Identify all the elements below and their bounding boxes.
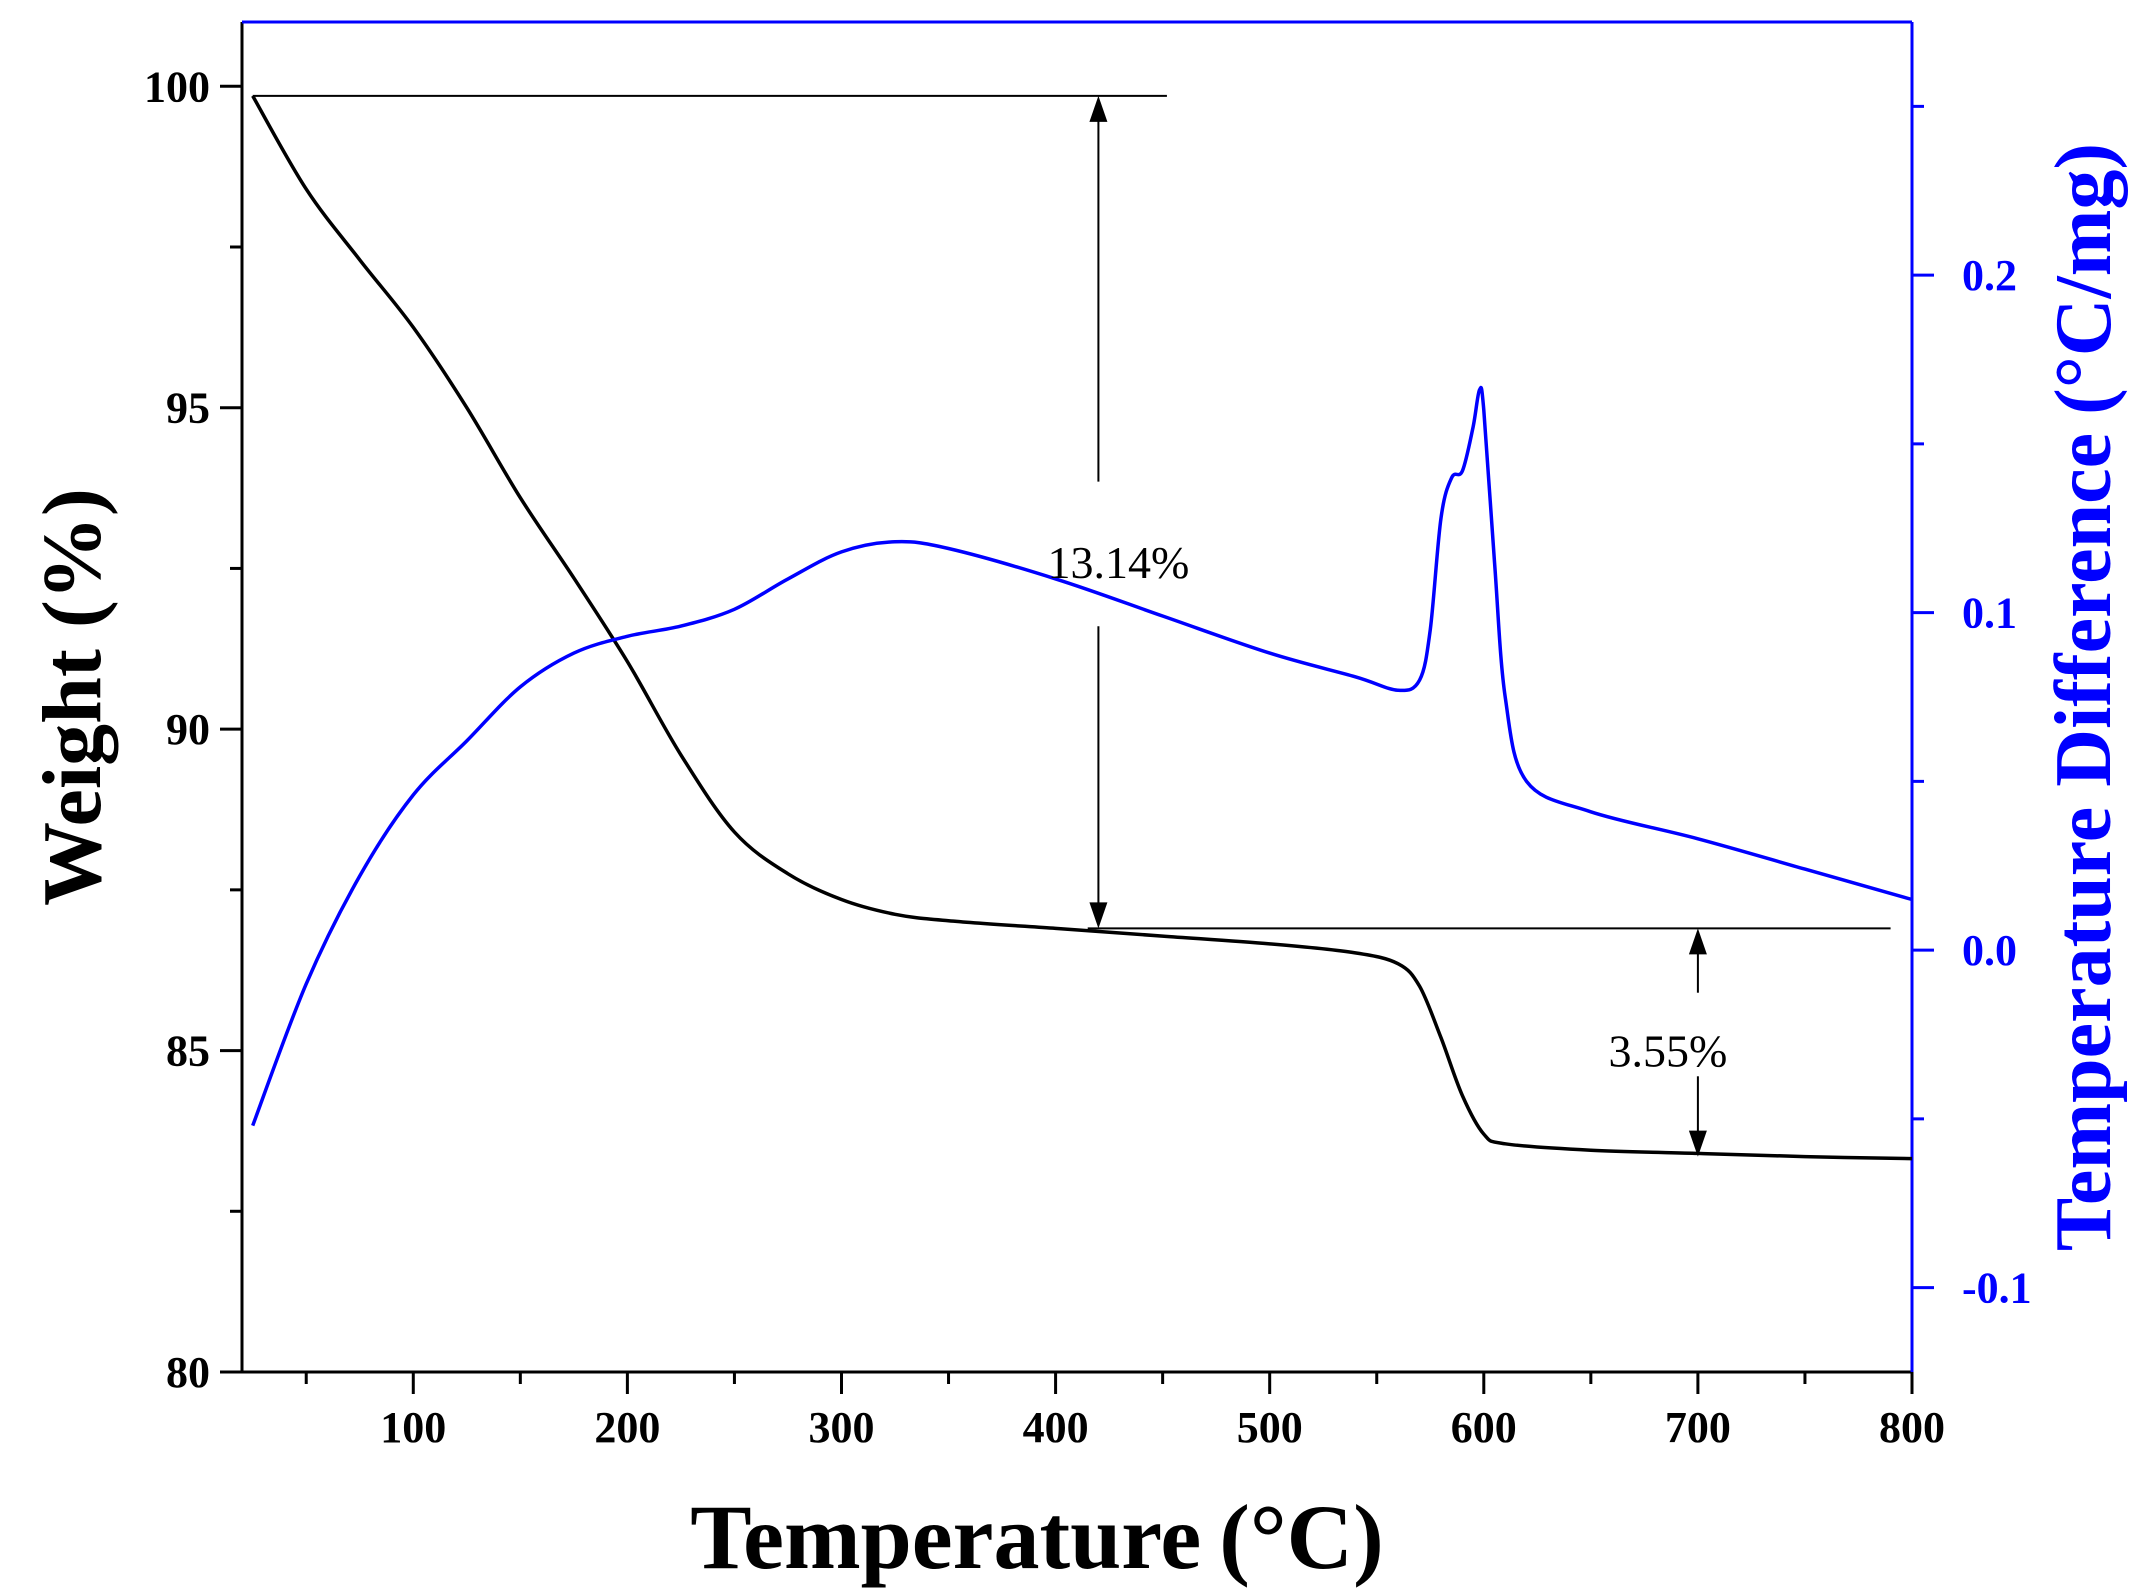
arrow-3-top-head bbox=[1688, 928, 1707, 955]
x-tick-label: 300 bbox=[808, 1403, 874, 1452]
arrow-3-bottom-head bbox=[1688, 1130, 1707, 1157]
weight-series-line bbox=[251, 95, 1913, 1161]
x-axis-title: Temperature (°C) bbox=[690, 1486, 1384, 1588]
annotation-3-55: 3.55% bbox=[1608, 1026, 1727, 1077]
y2-tick-label: 0.2 bbox=[1962, 251, 2017, 300]
x-axis-title-unit: (°C) bbox=[1219, 1486, 1384, 1588]
annotation-layer: 13.14% 3.55% bbox=[252, 94, 1891, 1157]
y-tick-label: 85 bbox=[166, 1027, 210, 1076]
y-tick-label: 80 bbox=[166, 1348, 210, 1397]
y-axis-left-title: Weight (%) bbox=[26, 488, 119, 906]
x-tick-label: 400 bbox=[1023, 1403, 1089, 1452]
x-tick-label: 800 bbox=[1879, 1403, 1945, 1452]
x-tick-label: 600 bbox=[1451, 1403, 1517, 1452]
y-axis-right-title-text: Temperature Difference bbox=[2040, 433, 2128, 1251]
arrow-13-bottom-head bbox=[1089, 902, 1108, 929]
y-tick-label: 100 bbox=[144, 62, 210, 111]
y2-tick-label: 0.1 bbox=[1962, 589, 2017, 638]
x-tick-label: 500 bbox=[1237, 1403, 1303, 1452]
x-tick-label: 100 bbox=[380, 1403, 446, 1452]
x-axis-title-text: Temperature bbox=[690, 1486, 1201, 1588]
y-tick-label: 95 bbox=[166, 384, 210, 433]
x-tick-label: 700 bbox=[1665, 1403, 1731, 1452]
y-tick-label: 90 bbox=[166, 705, 210, 754]
annotation-13-14: 13.14% bbox=[1047, 537, 1189, 588]
y2-tick-label: -0.1 bbox=[1962, 1264, 2032, 1313]
series-layer bbox=[251, 95, 1913, 1161]
arrow-13-top-head bbox=[1089, 95, 1108, 122]
axes-layer bbox=[220, 20, 1934, 1394]
dta-series-line bbox=[251, 385, 1913, 1127]
label-layer: 100 200 300 400 500 600 700 800 80 85 90 95 100 -0.1 0… bbox=[26, 62, 2128, 1588]
y-axis-right-title-unit: (°C/mg) bbox=[2040, 143, 2128, 415]
x-tick-label: 200 bbox=[594, 1403, 660, 1452]
y-axis-right-title: Temperature Difference (°C/mg) bbox=[2040, 143, 2128, 1251]
y2-tick-label: 0.0 bbox=[1962, 926, 2017, 975]
